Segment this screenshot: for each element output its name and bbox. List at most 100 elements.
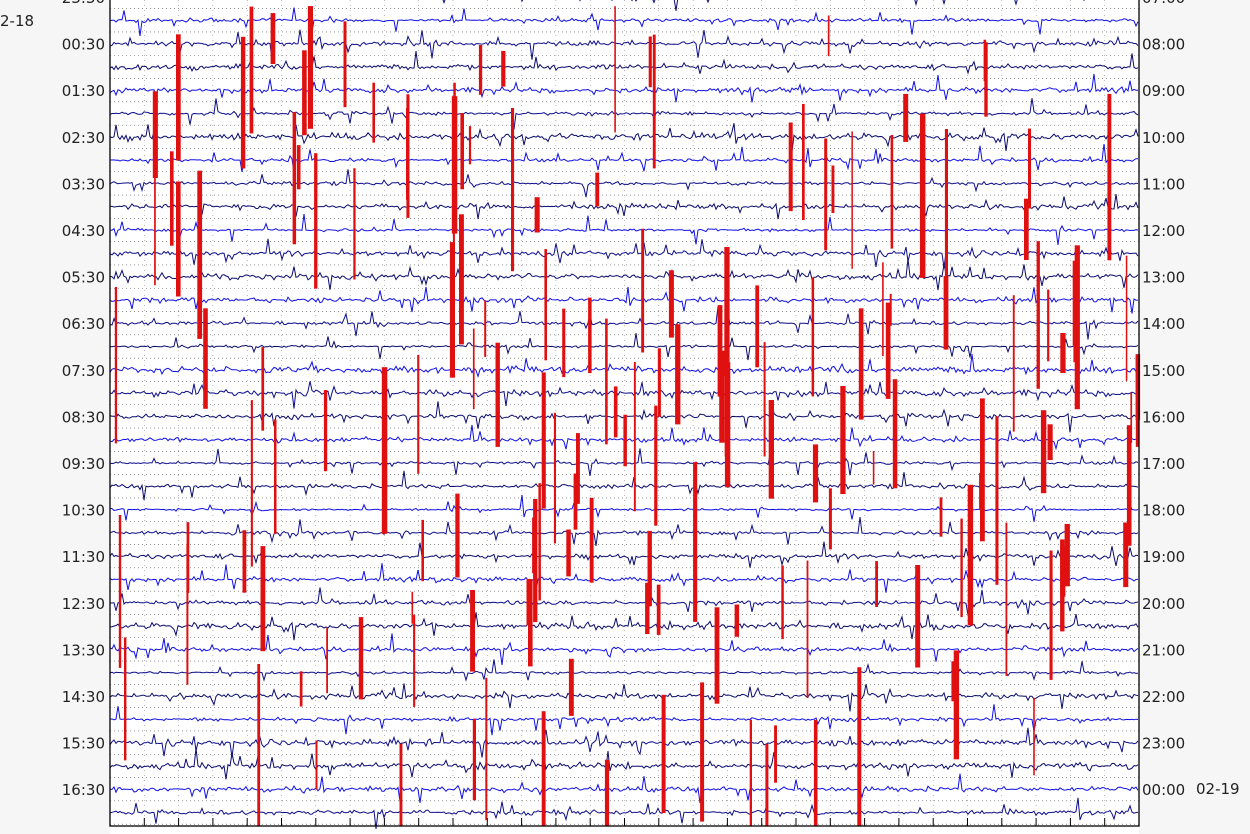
minute-tick-label: 30 [1123, 832, 1142, 834]
event-spike [568, 658, 574, 716]
event-spike [176, 34, 181, 161]
trace-line [109, 773, 1139, 803]
trace-line [109, 144, 1139, 173]
event-spike [960, 518, 963, 618]
event-spike [613, 386, 618, 438]
event-spike [343, 21, 347, 108]
event-spike [774, 725, 777, 783]
event-spike [828, 488, 832, 550]
trace-line [109, 401, 1139, 433]
event-spike [943, 276, 949, 350]
right-time-label: 19:00 [1142, 548, 1185, 566]
right-time-label: 11:00 [1142, 175, 1185, 193]
right-time-label: 09:00 [1142, 82, 1185, 100]
event-spike [1024, 198, 1029, 260]
event-spike [566, 529, 571, 577]
event-spike [749, 719, 752, 826]
minute-tick-label: 22 [849, 832, 868, 834]
event-spike [1049, 550, 1053, 680]
event-spike [1125, 255, 1128, 381]
trace-line [109, 659, 1139, 682]
minute-tick-label: 2 [168, 832, 178, 834]
event-spike [1047, 424, 1053, 461]
event-spike [538, 483, 541, 601]
right-time-label: 15:00 [1142, 362, 1185, 380]
event-spike [240, 36, 246, 169]
event-spike [1012, 295, 1015, 432]
minute-tick-label: 11 [472, 832, 491, 834]
event-spike [242, 530, 247, 593]
minute-tick-label: 16 [643, 832, 662, 834]
event-spike [714, 607, 720, 704]
event-spike [654, 405, 658, 526]
event-spike [399, 743, 403, 826]
event-spike [1036, 241, 1040, 389]
trace-line [109, 448, 1139, 476]
trace-line [109, 98, 1139, 130]
event-spike [274, 419, 277, 534]
event-spike [755, 285, 760, 368]
left-time-label: 23:30 [62, 0, 105, 7]
event-spike [1028, 128, 1031, 209]
event-spike [314, 153, 318, 289]
event-spike [614, 6, 616, 133]
minute-tick-label: 8 [374, 832, 384, 834]
event-spike [326, 627, 328, 694]
event-spike [1135, 354, 1141, 420]
event-spike [541, 711, 546, 826]
minute-tick-label: 19 [746, 832, 765, 834]
left-time-label: 06:30 [62, 315, 105, 333]
event-spike [460, 113, 464, 190]
event-spike [302, 50, 307, 136]
event-spike [417, 354, 420, 474]
event-spike [1047, 289, 1050, 362]
event-spike [534, 197, 540, 233]
event-spike [633, 362, 636, 512]
event-spike [544, 249, 547, 361]
event-spike [939, 497, 943, 537]
date-left-label: 2-18 [0, 12, 34, 30]
left-time-label: 12:30 [62, 595, 105, 613]
event-spike [595, 172, 600, 207]
event-spike [980, 398, 985, 542]
event-spike [186, 544, 189, 685]
event-spike [176, 181, 181, 297]
trace-line [109, 727, 1139, 758]
event-spike [717, 305, 723, 397]
event-spike [541, 372, 546, 509]
right-time-label: 22:00 [1142, 688, 1185, 706]
trace-line [109, 73, 1138, 103]
event-spike [1005, 522, 1008, 676]
event-spike [668, 270, 674, 338]
event-spike [811, 277, 815, 397]
event-spike [562, 308, 566, 378]
event-spike [872, 451, 875, 485]
event-spike [1060, 333, 1066, 373]
event-spike [605, 318, 608, 445]
event-spike [261, 347, 265, 431]
trace-line [109, 286, 1139, 314]
event-spike [734, 604, 740, 637]
minute-tick-label: 10 [437, 832, 456, 834]
right-time-label: 00:00 [1142, 781, 1185, 799]
trace-line [109, 587, 1139, 615]
event-spike [1073, 315, 1077, 363]
minute-tick-label: 5 [271, 832, 281, 834]
event-spike [1126, 425, 1132, 546]
event-spike [307, 6, 313, 129]
trace-line [109, 612, 1139, 641]
event-spike [831, 165, 835, 213]
event-spike [353, 168, 356, 280]
date-right-label: 02-19 [1196, 780, 1240, 798]
minute-tick-label: 6 [305, 832, 315, 834]
event-spike [824, 138, 828, 251]
minute-tick-label: 29 [1089, 832, 1108, 834]
trace-line [109, 306, 1139, 340]
event-spike [292, 112, 297, 245]
right-time-label: 21:00 [1142, 641, 1185, 659]
event-spike [802, 104, 805, 220]
event-spike [413, 614, 416, 707]
event-spike [589, 497, 594, 583]
event-spike [724, 362, 731, 488]
event-spike [449, 242, 455, 378]
